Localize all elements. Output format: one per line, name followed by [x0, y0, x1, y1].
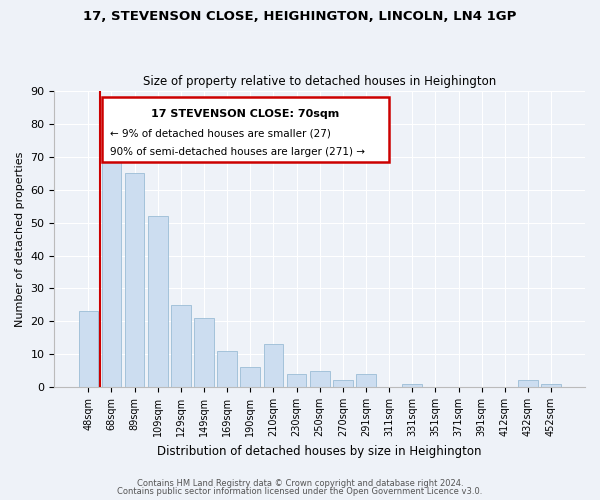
Text: 90% of semi-detached houses are larger (271) →: 90% of semi-detached houses are larger (…	[110, 148, 365, 158]
Bar	[194, 318, 214, 387]
Text: ← 9% of detached houses are smaller (27): ← 9% of detached houses are smaller (27)	[110, 128, 331, 138]
X-axis label: Distribution of detached houses by size in Heighington: Distribution of detached houses by size …	[157, 444, 482, 458]
Bar	[101, 144, 121, 387]
Bar	[287, 374, 307, 387]
Y-axis label: Number of detached properties: Number of detached properties	[15, 152, 25, 327]
Text: 17 STEVENSON CLOSE: 70sqm: 17 STEVENSON CLOSE: 70sqm	[151, 109, 340, 119]
Bar	[217, 351, 237, 387]
Bar	[241, 368, 260, 387]
Bar	[79, 312, 98, 387]
Bar	[541, 384, 561, 387]
FancyBboxPatch shape	[102, 97, 389, 162]
Text: 17, STEVENSON CLOSE, HEIGHINGTON, LINCOLN, LN4 1GP: 17, STEVENSON CLOSE, HEIGHINGTON, LINCOL…	[83, 10, 517, 23]
Bar	[356, 374, 376, 387]
Title: Size of property relative to detached houses in Heighington: Size of property relative to detached ho…	[143, 76, 496, 88]
Bar	[263, 344, 283, 387]
Bar	[403, 384, 422, 387]
Bar	[333, 380, 353, 387]
Bar	[148, 216, 167, 387]
Bar	[171, 305, 191, 387]
Bar	[310, 370, 329, 387]
Text: Contains public sector information licensed under the Open Government Licence v3: Contains public sector information licen…	[118, 487, 482, 496]
Bar	[125, 174, 145, 387]
Text: Contains HM Land Registry data © Crown copyright and database right 2024.: Contains HM Land Registry data © Crown c…	[137, 478, 463, 488]
Bar	[518, 380, 538, 387]
